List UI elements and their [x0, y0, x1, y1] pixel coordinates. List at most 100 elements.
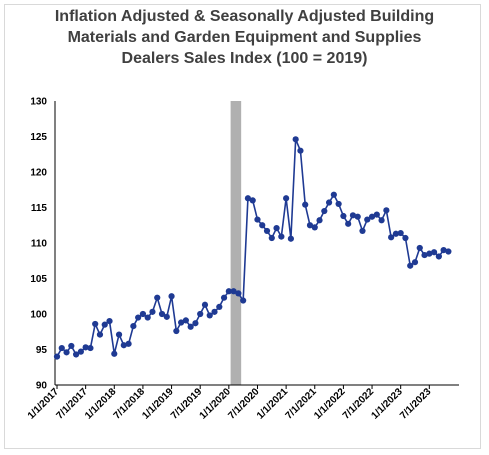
data-point: [297, 147, 304, 154]
data-point: [225, 288, 232, 295]
y-tick-label: 125: [30, 132, 47, 143]
data-point: [154, 294, 161, 301]
data-point: [72, 351, 80, 358]
data-point: [182, 317, 189, 324]
chart-frame: [4, 4, 481, 449]
data-point: [168, 293, 175, 300]
shaded-region: [230, 101, 242, 385]
data-point: [139, 310, 147, 318]
data-point: [302, 201, 309, 208]
y-tick-label: 105: [30, 274, 47, 285]
data-point: [244, 195, 252, 202]
data-point: [235, 290, 242, 297]
data-point: [111, 350, 118, 357]
data-point: [197, 310, 204, 318]
data-point: [254, 216, 261, 223]
y-tick-labels: 90 95 100 105 110 115 120 125 130: [30, 97, 47, 392]
data-point: [206, 312, 213, 319]
x-tick-labels: 1/1/20177/1/20171/1/20187/1/20181/1/2019…: [26, 386, 434, 422]
y-tick-label: 100: [30, 310, 47, 321]
data-point: [349, 212, 357, 219]
data-point: [340, 212, 347, 220]
data-point: [368, 213, 376, 220]
data-point: [68, 342, 75, 350]
data-point: [311, 224, 318, 231]
data-point: [378, 217, 385, 224]
data-point: [125, 340, 132, 347]
data-point: [392, 230, 400, 237]
chart-title: Inflation Adjusted & Seasonally Adjusted…: [0, 6, 489, 69]
data-point: [273, 224, 280, 232]
data-point: [306, 222, 314, 229]
data-point: [135, 314, 142, 321]
data-point: [92, 320, 99, 328]
data-point: [435, 253, 442, 260]
chart-title-line-1: Inflation Adjusted & Seasonally Adjusted…: [54, 8, 435, 25]
data-point: [77, 348, 84, 355]
data-point: [263, 227, 271, 235]
data-point: [216, 303, 223, 310]
data-point: [325, 199, 333, 206]
data-point: [149, 308, 156, 315]
data-point: [373, 211, 380, 218]
data-point: [402, 234, 409, 242]
data-point: [421, 251, 428, 259]
data-point: [120, 342, 127, 349]
data-point: [287, 235, 294, 242]
data-point: [364, 216, 371, 223]
data-point: [82, 344, 89, 351]
data-point: [411, 259, 419, 266]
data-point: [96, 331, 104, 338]
data-point: [178, 319, 185, 326]
data-point: [268, 234, 275, 242]
data-point: [440, 247, 447, 254]
data-point: [163, 313, 170, 320]
shaded-region-layer: [230, 101, 242, 385]
data-point: [321, 207, 328, 215]
data-point: [283, 195, 290, 202]
data-point: [211, 308, 218, 315]
chart-title-line-2: Materials and Garden Equipment and Suppl…: [67, 29, 422, 46]
y-tick-label: 120: [30, 168, 47, 179]
data-point: [201, 301, 209, 308]
data-point: [430, 249, 438, 256]
data-point: [259, 222, 266, 229]
data-point: [397, 229, 404, 237]
data-point: [445, 248, 452, 255]
data-point: [115, 331, 123, 338]
data-point: [345, 220, 352, 227]
data-point: [240, 297, 247, 304]
data-point: [354, 213, 361, 220]
data-point: [249, 197, 256, 204]
data-point: [187, 323, 194, 330]
y-tick-label: 110: [31, 239, 48, 250]
data-point: [359, 227, 366, 235]
data-point: [230, 288, 237, 295]
data-point: [292, 136, 299, 143]
data-point: [220, 294, 228, 301]
chart-title-line-3: Dealers Sales Index (100 = 2019): [121, 50, 368, 67]
data-point: [130, 322, 137, 330]
y-tick-label: 130: [30, 97, 47, 108]
data-point: [173, 327, 180, 335]
data-point: [426, 250, 433, 257]
y-tick-label: 90: [36, 381, 48, 392]
series-line: [56, 139, 449, 357]
data-point: [58, 344, 65, 352]
data-point: [53, 353, 61, 360]
data-point: [330, 191, 337, 198]
data-point: [63, 349, 70, 356]
data-point: [383, 207, 390, 214]
data-point: [388, 234, 395, 241]
data-point: [144, 314, 151, 321]
data-point: [87, 344, 94, 352]
data-point: [278, 233, 285, 240]
data-point: [158, 310, 166, 318]
y-tick-label: 115: [31, 203, 48, 214]
axis-layer: [54, 101, 459, 389]
data-point: [316, 217, 323, 224]
series-layer: [53, 136, 452, 360]
data-point: [335, 200, 342, 208]
data-point: [407, 262, 414, 269]
